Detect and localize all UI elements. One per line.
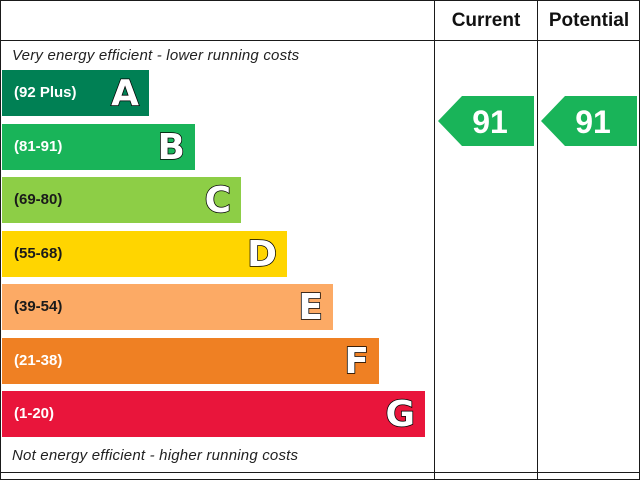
current-rating-shape bbox=[438, 96, 534, 146]
band-d-letter: D bbox=[246, 233, 277, 276]
bottom-caption: Not energy efficient - higher running co… bbox=[12, 447, 299, 464]
band-a-range: (92 Plus) bbox=[14, 84, 77, 101]
current-rating-value: 91 bbox=[472, 104, 508, 140]
band-e: (39-54) E bbox=[2, 284, 333, 330]
band-b-letter: B bbox=[157, 126, 186, 169]
band-g-range: (1-20) bbox=[14, 405, 55, 422]
potential-rating-value: 91 bbox=[575, 104, 611, 140]
band-a-letter: A bbox=[110, 72, 139, 115]
top-caption: Very energy efficient - lower running co… bbox=[12, 47, 300, 64]
band-d: (55-68) D bbox=[2, 231, 287, 277]
band-f-letter: F bbox=[344, 340, 370, 383]
band-e-range: (39-54) bbox=[14, 298, 63, 315]
band-b-range: (81-91) bbox=[14, 138, 63, 155]
band-c: (69-80) C bbox=[2, 177, 241, 223]
band-e-letter: E bbox=[298, 286, 324, 329]
band-f-range: (21-38) bbox=[14, 352, 63, 369]
potential-rating-shape bbox=[541, 96, 637, 146]
band-g: (1-20) G bbox=[2, 391, 425, 437]
potential-column-header: Potential bbox=[548, 10, 630, 31]
divider-current bbox=[434, 0, 435, 480]
header-divider bbox=[0, 40, 640, 41]
band-b: (81-91) B bbox=[2, 124, 195, 170]
band-d-range: (55-68) bbox=[14, 245, 63, 262]
band-c-letter: C bbox=[204, 179, 232, 222]
band-a: (92 Plus) A bbox=[2, 70, 149, 116]
band-g-letter: G bbox=[385, 393, 416, 436]
band-f: (21-38) F bbox=[2, 338, 379, 384]
potential-rating-arrow: 91 bbox=[541, 96, 637, 146]
band-c-range: (69-80) bbox=[14, 191, 63, 208]
footer-divider bbox=[0, 472, 640, 473]
current-rating-arrow: 91 bbox=[438, 96, 534, 146]
divider-potential bbox=[537, 0, 538, 480]
current-column-header: Current bbox=[451, 10, 521, 31]
